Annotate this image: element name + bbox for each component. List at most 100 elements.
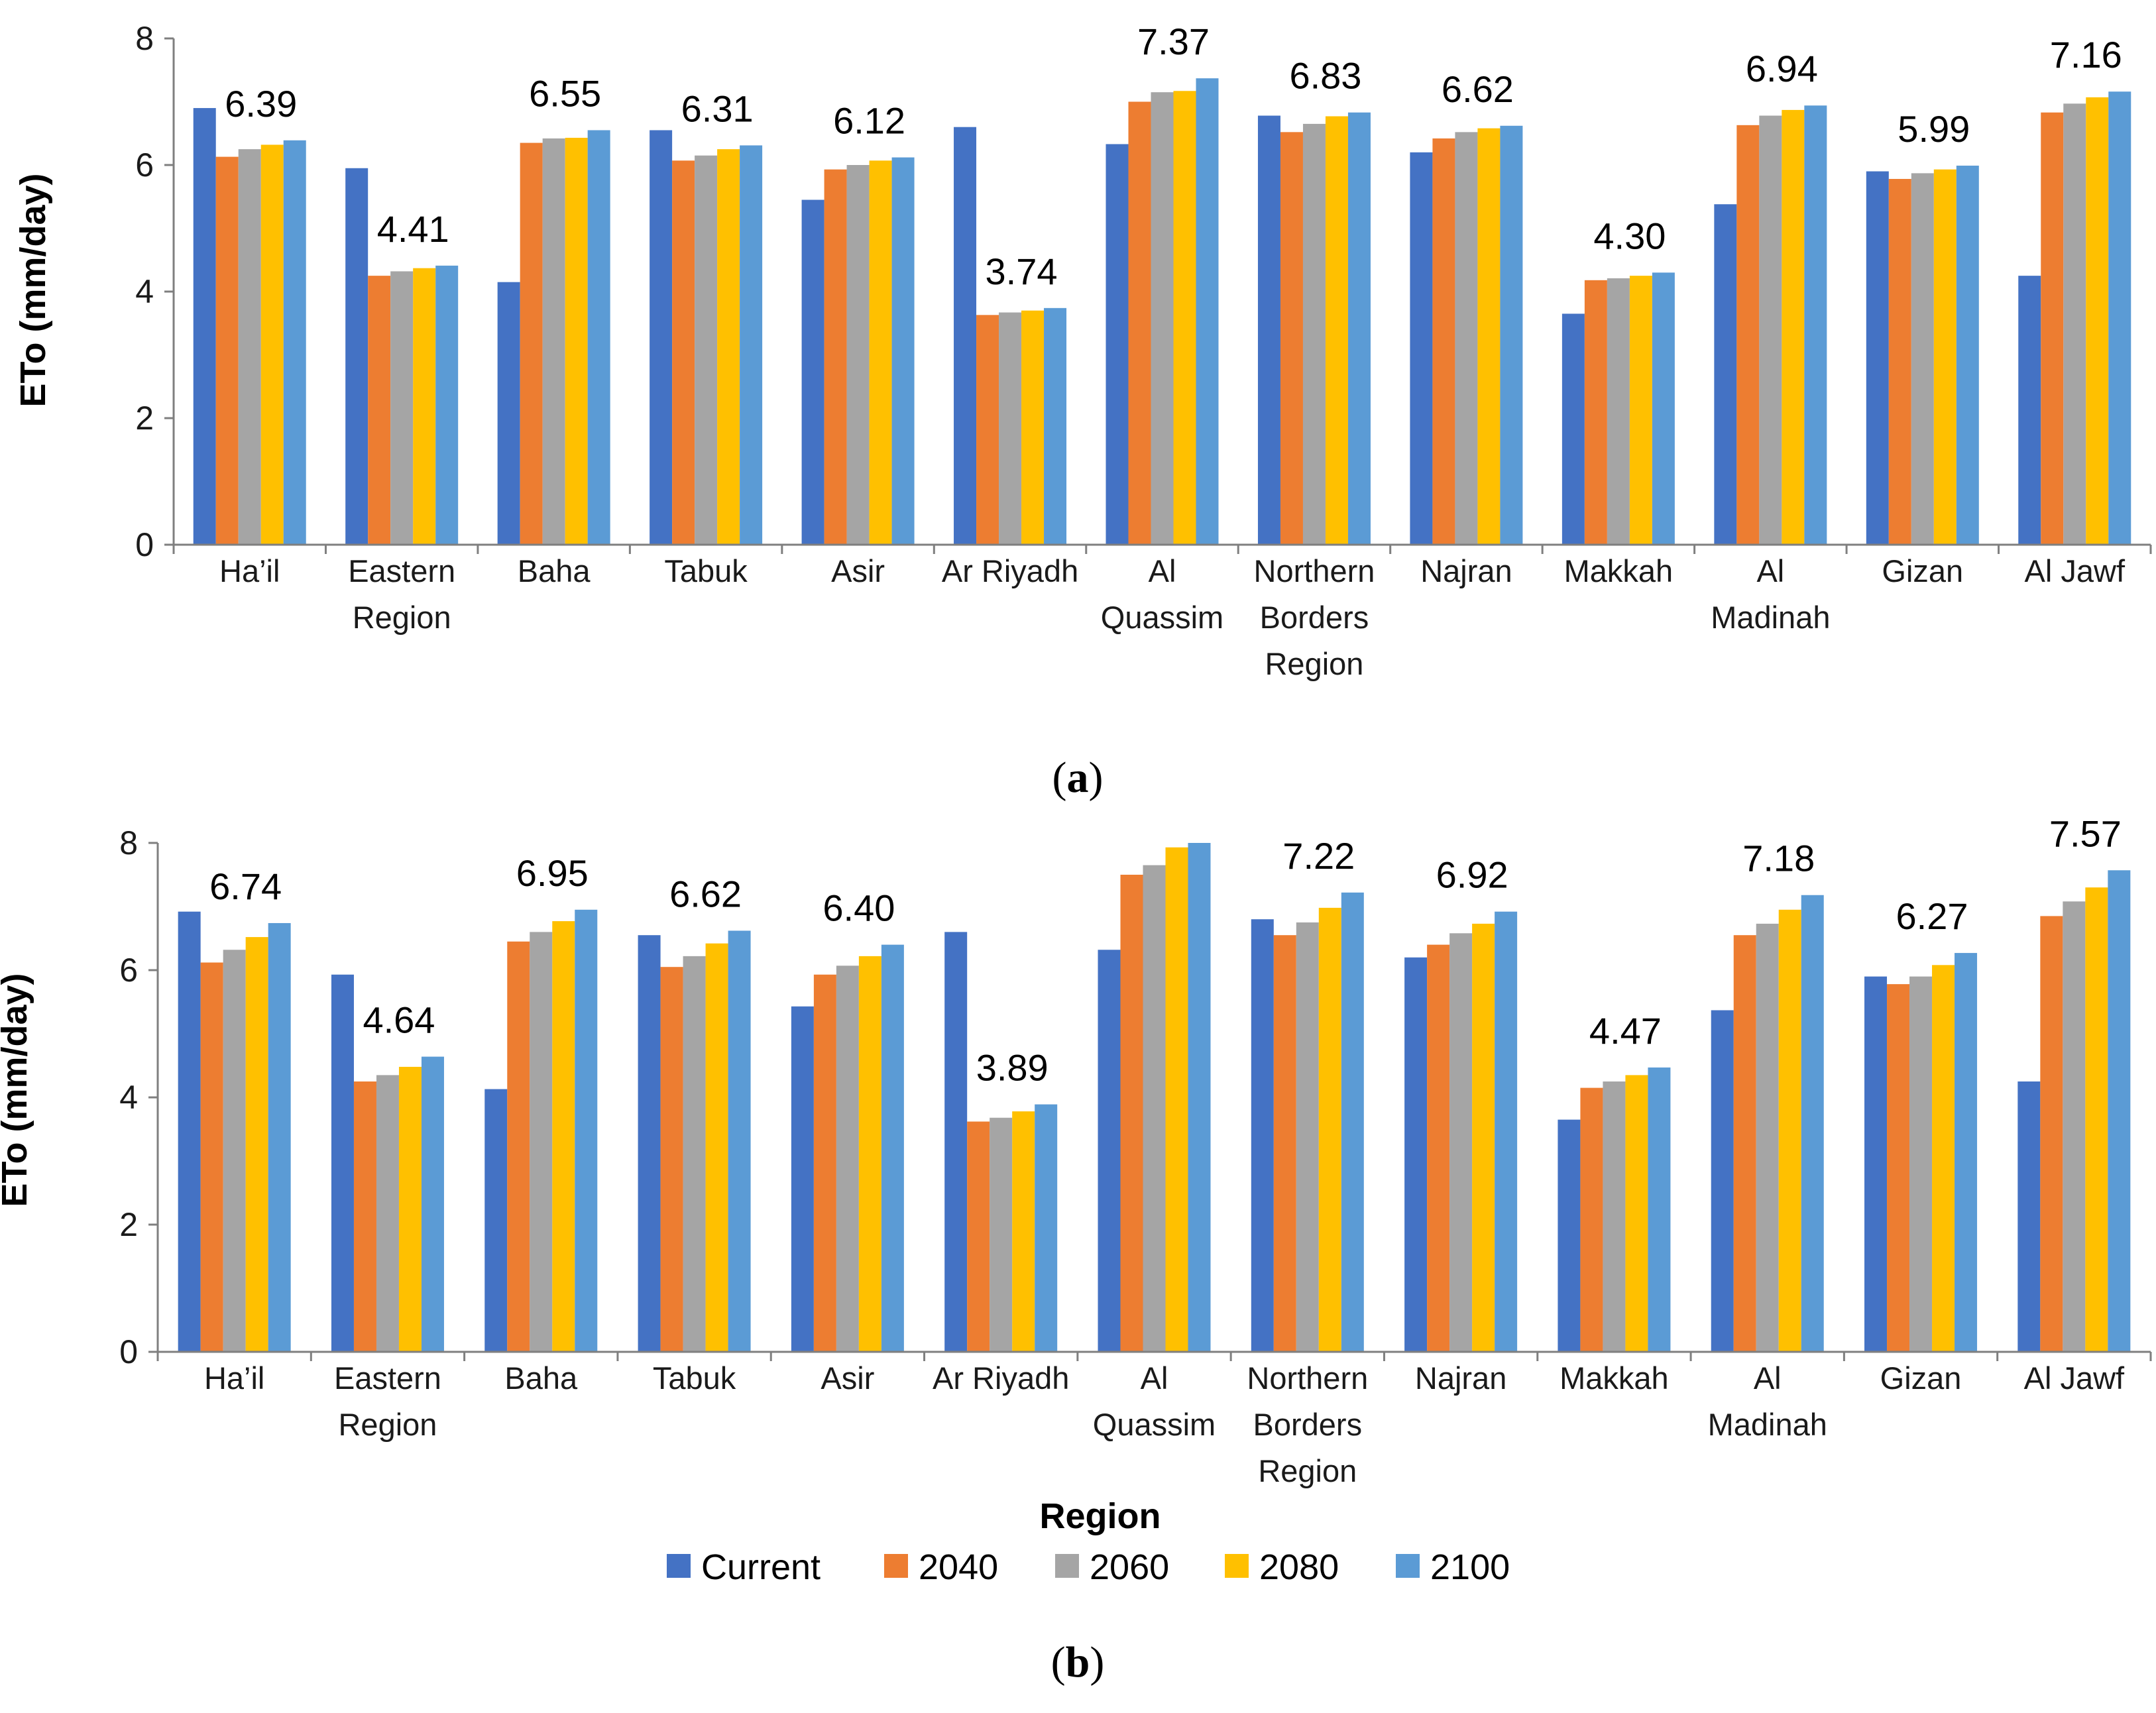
y-tick-label: 2 xyxy=(119,1206,138,1243)
category-label: Baha xyxy=(504,1360,578,1396)
category-label: Gizan xyxy=(1882,553,1963,588)
bar-current xyxy=(2018,276,2041,545)
category-label: Al Madinah xyxy=(1708,1360,1827,1442)
bar-current xyxy=(1404,957,1428,1352)
category-label-line: Ha’il xyxy=(204,1360,264,1396)
bar-current xyxy=(801,199,824,545)
panel-b-bars xyxy=(178,843,2131,1352)
bar-2040 xyxy=(1432,138,1455,545)
category-label: Al Jawf xyxy=(2025,553,2126,588)
y-tick-label: 6 xyxy=(119,952,138,989)
legend-swatch xyxy=(667,1554,691,1578)
bar-current xyxy=(638,935,661,1352)
bar-2100 xyxy=(1035,1104,1058,1352)
bar-2080 xyxy=(1625,1075,1648,1352)
bar-2040 xyxy=(353,1081,376,1352)
bar-2040 xyxy=(1887,984,1910,1352)
category-label-line: Quassim xyxy=(1101,600,1223,635)
bar-2080 xyxy=(1021,310,1045,545)
category-label-line: Ar Riyadh xyxy=(933,1360,1069,1396)
bar-2040 xyxy=(824,169,847,545)
bar-current xyxy=(1098,950,1121,1352)
bar-2040 xyxy=(1128,101,1151,545)
data-label: 7.57 xyxy=(2049,812,2122,854)
bar-2080 xyxy=(869,160,892,545)
data-label: 6.92 xyxy=(1436,854,1508,896)
bar-2040 xyxy=(1273,935,1296,1352)
bar-2060 xyxy=(1151,92,1174,545)
bar-2040 xyxy=(813,974,836,1352)
category-label-line: Najran xyxy=(1420,553,1512,588)
category-label-line: Northern xyxy=(1254,553,1375,588)
bar-2080 xyxy=(552,921,575,1352)
bar-2080 xyxy=(2085,887,2108,1352)
legend-label: 2080 xyxy=(1259,1547,1339,1587)
bar-2040 xyxy=(2040,916,2063,1352)
category-label: Makkah xyxy=(1560,1360,1669,1396)
category-label: Northern Borders Region xyxy=(1254,553,1375,681)
bar-2060 xyxy=(1143,865,1166,1352)
data-label: 3.74 xyxy=(986,250,1058,292)
bar-2100 xyxy=(1956,165,1979,545)
legend-label: 2040 xyxy=(919,1547,998,1587)
bar-2060 xyxy=(1759,115,1782,545)
legend-item-2040: 2040 xyxy=(884,1547,998,1587)
category-label: Al Quassim xyxy=(1101,553,1223,635)
bar-2060 xyxy=(238,149,261,545)
bar-2080 xyxy=(1318,907,1341,1352)
bar-2060 xyxy=(2063,103,2086,545)
bar-2100 xyxy=(1347,112,1371,545)
category-label: Tabuk xyxy=(653,1360,736,1396)
bar-2100 xyxy=(268,922,291,1352)
category-label-line: Region xyxy=(1265,646,1363,681)
category-label: Tabuk xyxy=(664,553,748,588)
category-label: Makkah xyxy=(1564,553,1674,588)
category-label: Najran xyxy=(1415,1360,1506,1396)
category-label: Ha’il xyxy=(219,553,280,588)
bar-2100 xyxy=(891,157,915,545)
bar-current xyxy=(650,130,673,545)
panel-a-data-labels: 6.39 4.41 6.55 6.31 6.12 3.74 7.37 6.83 6.62 4.30… xyxy=(225,21,2122,292)
bar-2080 xyxy=(565,137,588,545)
bar-2040 xyxy=(1888,179,1911,545)
bar-2080 xyxy=(1472,923,1495,1352)
category-label: Ar Riyadh xyxy=(942,553,1078,588)
panel-b-caption: (b) xyxy=(1051,1638,1105,1686)
panel-b-x-axis-title: Region xyxy=(1040,1496,1161,1536)
panel-a-category-labels: Ha’il Eastern Region Baha Tabuk Asir Ar Riyadh… xyxy=(219,553,2126,681)
bar-2060 xyxy=(530,932,553,1352)
data-label: 6.74 xyxy=(209,865,282,907)
category-label: Asir xyxy=(821,1360,874,1396)
bar-2100 xyxy=(2108,870,2131,1352)
bar-2100 xyxy=(1188,843,1211,1352)
bar-2100 xyxy=(575,909,598,1352)
data-label: 7.16 xyxy=(2050,34,2122,76)
bar-2080 xyxy=(1782,109,1805,545)
data-label: 5.99 xyxy=(1898,108,1970,150)
bar-current xyxy=(178,911,201,1352)
bar-2040 xyxy=(1733,935,1756,1352)
bar-2100 xyxy=(1955,953,1978,1352)
y-tick-label: 8 xyxy=(119,824,138,861)
bar-current xyxy=(1866,171,1889,545)
bar-current xyxy=(484,1089,508,1352)
data-label: 6.62 xyxy=(1442,68,1514,110)
category-label-line: Region xyxy=(1258,1453,1357,1488)
data-label: 7.18 xyxy=(1742,838,1815,879)
bar-current xyxy=(944,932,968,1352)
category-label-line: Asir xyxy=(821,1360,874,1396)
category-label-line: Region xyxy=(353,600,451,635)
legend-item-current: Current xyxy=(667,1547,821,1587)
bar-2100 xyxy=(1044,307,1067,545)
category-label-line: Region xyxy=(338,1407,437,1442)
category-label: Eastern Region xyxy=(348,553,455,635)
bar-2100 xyxy=(1196,78,1219,545)
bar-current xyxy=(791,1006,814,1352)
category-label-line: Asir xyxy=(831,553,885,588)
panel-b-y-ticks: 0 2 4 6 8 xyxy=(119,824,2152,1370)
bar-current xyxy=(954,127,977,545)
panel-a-caption: (a) xyxy=(1052,753,1104,802)
bar-2060 xyxy=(1603,1081,1626,1352)
category-label: Ar Riyadh xyxy=(933,1360,1069,1396)
category-label-line: Ar Riyadh xyxy=(942,553,1078,588)
